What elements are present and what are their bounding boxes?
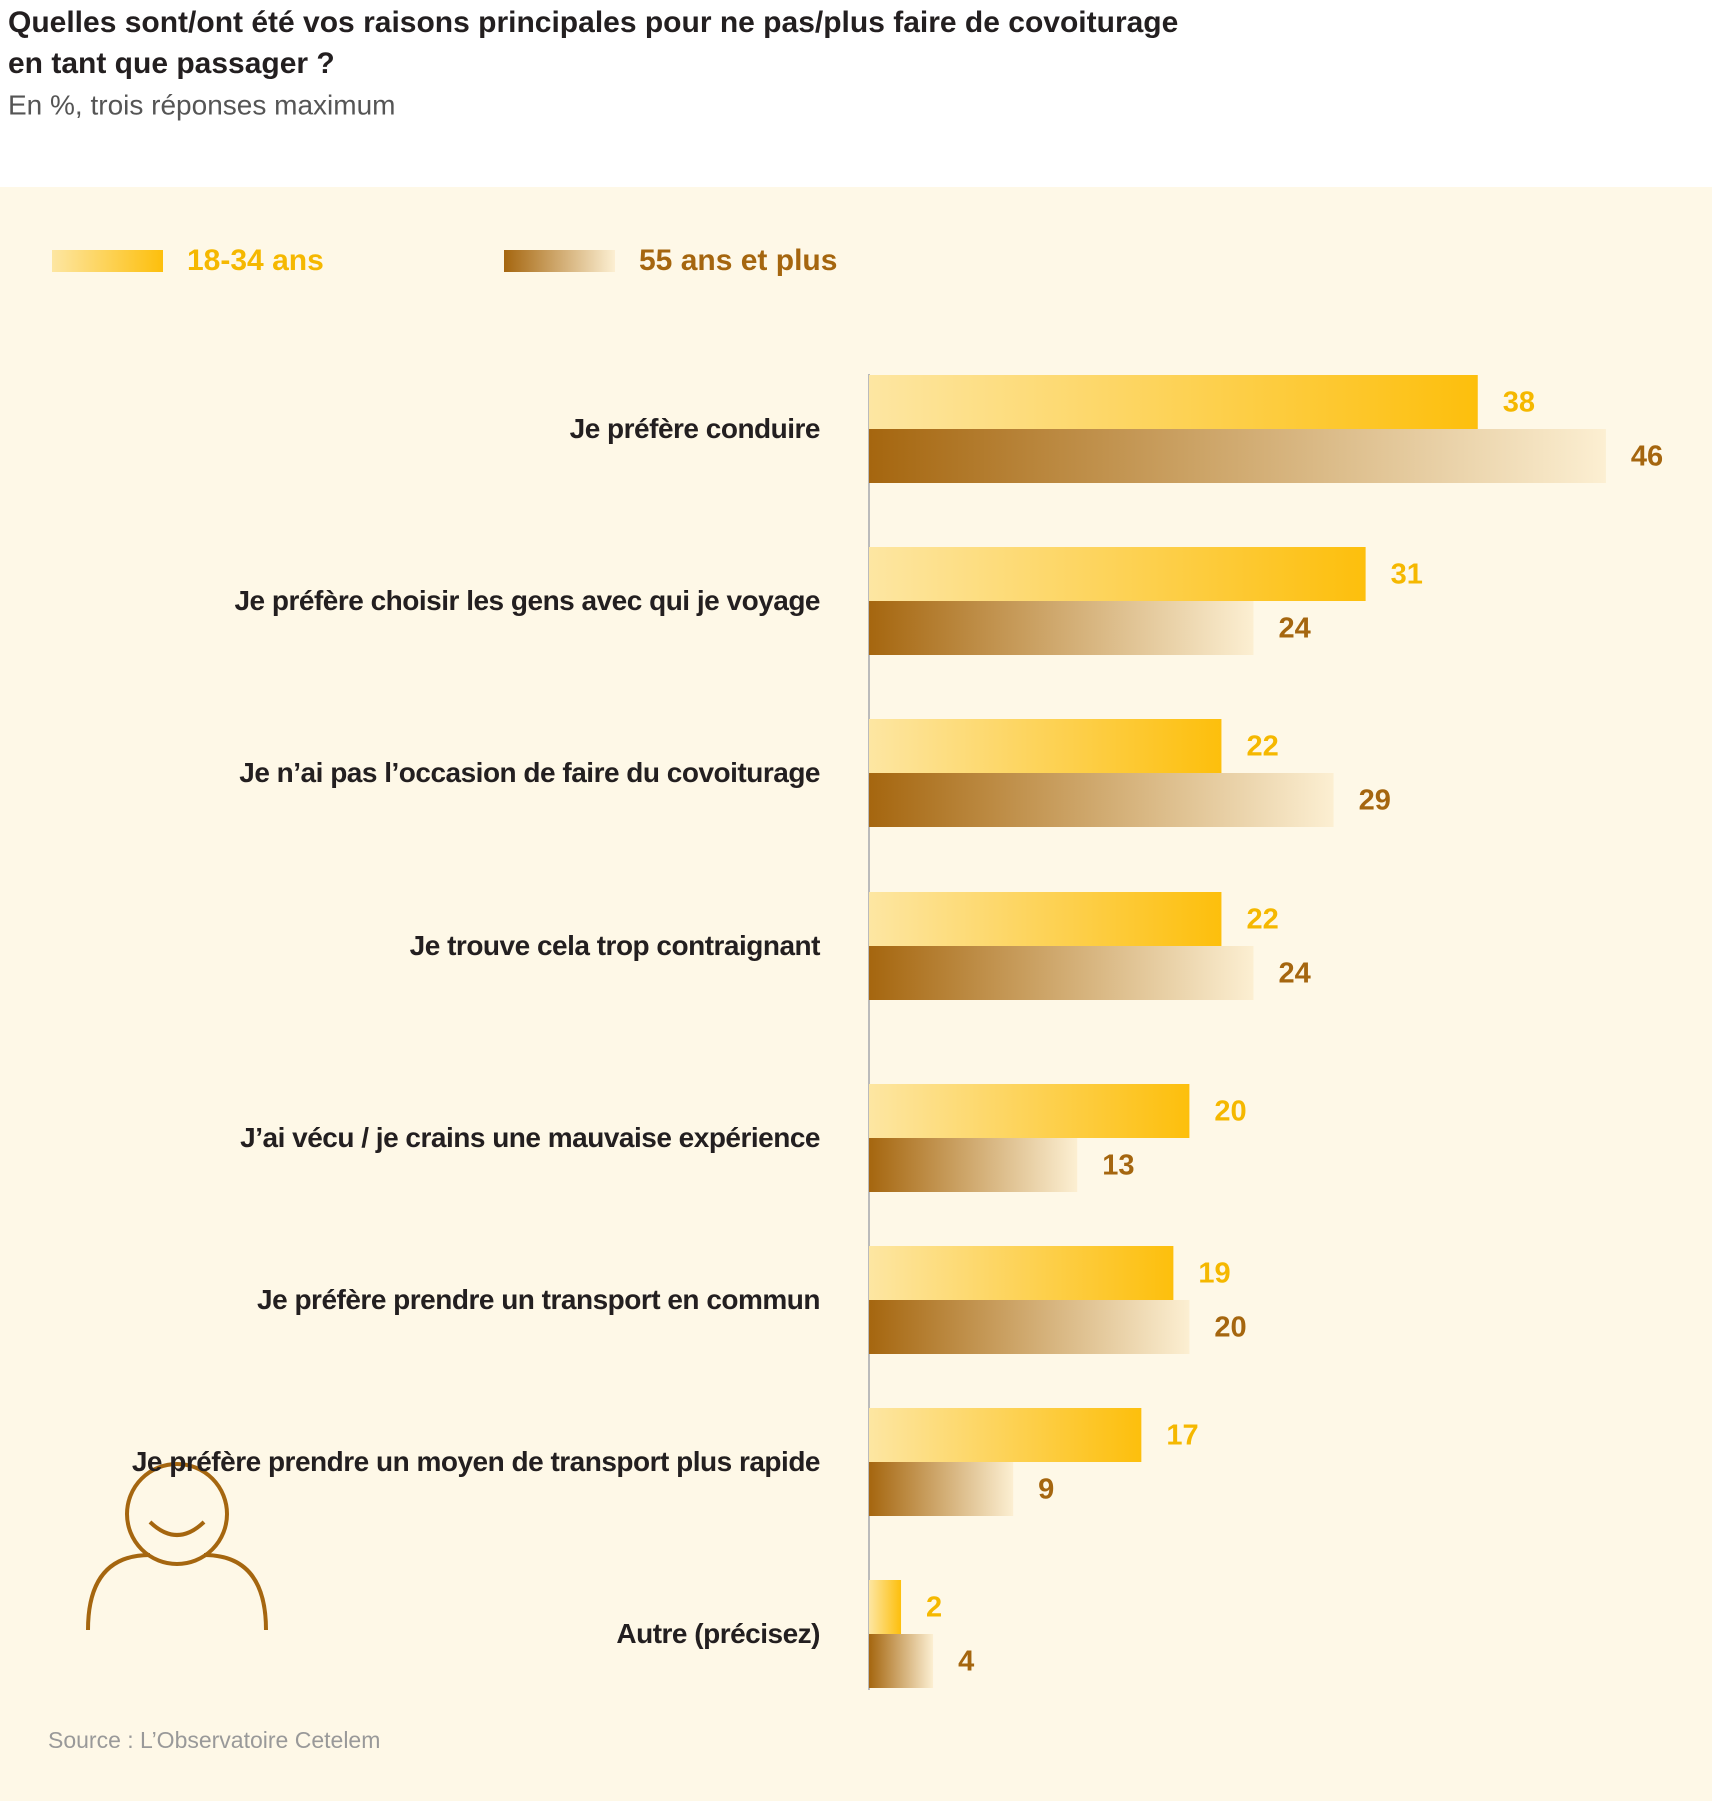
source: Source : L’Observatoire Cetelem bbox=[48, 1727, 380, 1753]
bar bbox=[869, 719, 1222, 773]
value-label: 22 bbox=[1246, 904, 1278, 936]
bar bbox=[869, 1408, 1142, 1462]
bar bbox=[869, 1138, 1078, 1192]
category-label: Je n’ai pas l’occasion de faire du covoi… bbox=[239, 757, 820, 788]
bar bbox=[869, 892, 1222, 946]
person-icon bbox=[86, 1462, 268, 1631]
bar bbox=[869, 1300, 1190, 1354]
value-label: 13 bbox=[1102, 1150, 1134, 1182]
value-label: 29 bbox=[1359, 785, 1391, 817]
value-label: 24 bbox=[1278, 958, 1310, 990]
bar bbox=[869, 375, 1478, 429]
bar bbox=[869, 773, 1334, 827]
bar bbox=[869, 547, 1366, 601]
value-label: 31 bbox=[1391, 559, 1423, 591]
value-label: 38 bbox=[1503, 387, 1535, 419]
bar bbox=[869, 1246, 1174, 1300]
category-label: Je préfère conduire bbox=[569, 413, 821, 444]
legend-swatch bbox=[504, 250, 615, 272]
bar bbox=[869, 946, 1254, 1000]
value-label: 9 bbox=[1038, 1474, 1054, 1506]
category-label: Je préfère prendre un transport en commu… bbox=[257, 1284, 820, 1315]
category-label: Je préfère choisir les gens avec qui je … bbox=[234, 585, 820, 616]
value-label: 20 bbox=[1214, 1096, 1246, 1128]
value-label: 19 bbox=[1198, 1258, 1230, 1290]
chart-title: Quelles sont/ont été vos raisons princip… bbox=[8, 6, 1178, 39]
category-label: Je préfère prendre un moyen de transport… bbox=[131, 1446, 821, 1477]
category-label: Je trouve cela trop contraignant bbox=[409, 930, 821, 961]
bar bbox=[869, 1462, 1014, 1516]
value-label: 22 bbox=[1246, 731, 1278, 763]
chart-title-line2: en tant que passager ? bbox=[8, 47, 335, 80]
bar bbox=[869, 429, 1606, 483]
bar bbox=[869, 601, 1254, 655]
value-label: 4 bbox=[958, 1646, 974, 1678]
value-label: 2 bbox=[926, 1592, 942, 1624]
value-label: 24 bbox=[1278, 613, 1310, 645]
value-label: 20 bbox=[1214, 1312, 1246, 1344]
bar bbox=[869, 1084, 1190, 1138]
chart-subtitle: En %, trois réponses maximum bbox=[8, 89, 395, 120]
legend-label: 18-34 ans bbox=[187, 244, 324, 277]
category-label: Autre (précisez) bbox=[616, 1618, 820, 1649]
legend-label: 55 ans et plus bbox=[639, 244, 837, 277]
category-label: J’ai vécu / je crains une mauvaise expér… bbox=[240, 1122, 820, 1153]
value-label: 46 bbox=[1631, 441, 1663, 473]
legend-swatch bbox=[52, 250, 163, 272]
bar bbox=[869, 1580, 902, 1634]
bar bbox=[869, 1634, 934, 1688]
value-label: 17 bbox=[1166, 1420, 1198, 1452]
